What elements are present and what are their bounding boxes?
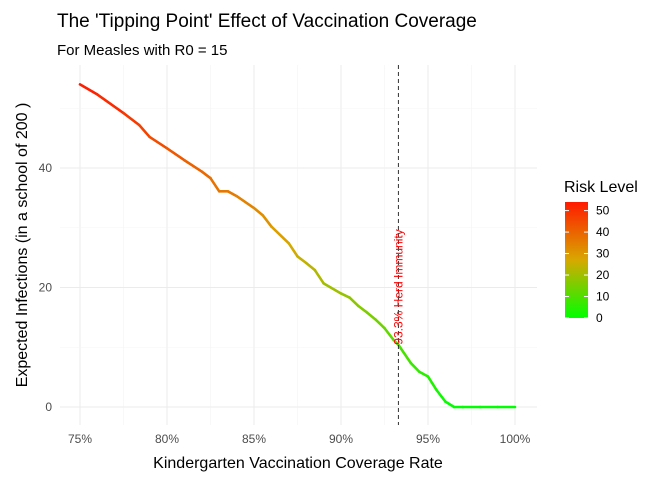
series-line [78, 83, 517, 409]
line-segment [235, 194, 256, 210]
line-segment [200, 170, 212, 180]
line-segment [322, 282, 343, 295]
line-segment [183, 158, 204, 173]
line-segment [122, 111, 141, 127]
line-segment [339, 292, 352, 299]
legend-tick-label: 10 [596, 290, 610, 304]
y-tick-label: 20 [39, 281, 53, 295]
line-segment [365, 311, 378, 322]
legend-title: Risk Level [564, 179, 638, 196]
line-segment [296, 255, 308, 265]
line-segment [409, 361, 421, 374]
x-tick-label: 100% [500, 432, 531, 446]
line-segment [383, 326, 395, 341]
line-segment [374, 318, 386, 330]
line-segment [426, 375, 439, 392]
line-segment [78, 83, 99, 96]
line-segment [96, 93, 125, 115]
line-segment [348, 296, 360, 308]
y-axis-ticks: 0 20 40 [39, 161, 53, 414]
herd-immunity-label: 93.3% Herd Immunity [391, 229, 405, 344]
x-axis-ticks: 75% 80% 85% 90% 95% 100% [68, 432, 531, 446]
line-segment [304, 261, 317, 272]
legend-tick-label: 20 [596, 268, 610, 282]
line-segment [209, 176, 221, 193]
grid [60, 65, 537, 425]
chart-subtitle: For Measles with R0 = 15 [57, 42, 228, 59]
legend-colorbar [565, 202, 588, 318]
x-tick-label: 95% [416, 432, 440, 446]
x-axis-label: Kindergarten Vaccination Coverage Rate [153, 455, 443, 472]
line-segment [270, 225, 291, 245]
line-segment [137, 123, 151, 139]
x-tick-label: 80% [155, 432, 179, 446]
legend-tick-label: 40 [596, 225, 610, 239]
x-tick-label: 90% [329, 432, 353, 446]
x-tick-label: 75% [68, 432, 92, 446]
line-segment [252, 206, 265, 217]
chart-title: The 'Tipping Point' Effect of Vaccinatio… [57, 11, 477, 32]
line-segment [417, 370, 430, 378]
x-tick-label: 85% [242, 432, 266, 446]
legend-ticks: 0 10 20 30 40 50 [565, 204, 610, 325]
legend-tick-label: 0 [596, 311, 603, 325]
y-axis-label: Expected Infections (in a school of 200 … [14, 103, 31, 388]
line-segment [165, 146, 186, 162]
line-segment [261, 213, 273, 228]
line-segment [313, 268, 325, 285]
line-segment [397, 343, 412, 365]
line-segment [435, 388, 447, 403]
line-segment [357, 304, 369, 314]
legend-tick-label: 50 [596, 204, 610, 218]
line-segment [287, 241, 299, 258]
line-segment [444, 400, 456, 409]
line-segment [226, 190, 238, 198]
y-tick-label: 40 [39, 161, 53, 175]
y-tick-label: 0 [45, 400, 52, 414]
legend-tick-label: 30 [596, 247, 610, 261]
line-segment [148, 135, 169, 150]
